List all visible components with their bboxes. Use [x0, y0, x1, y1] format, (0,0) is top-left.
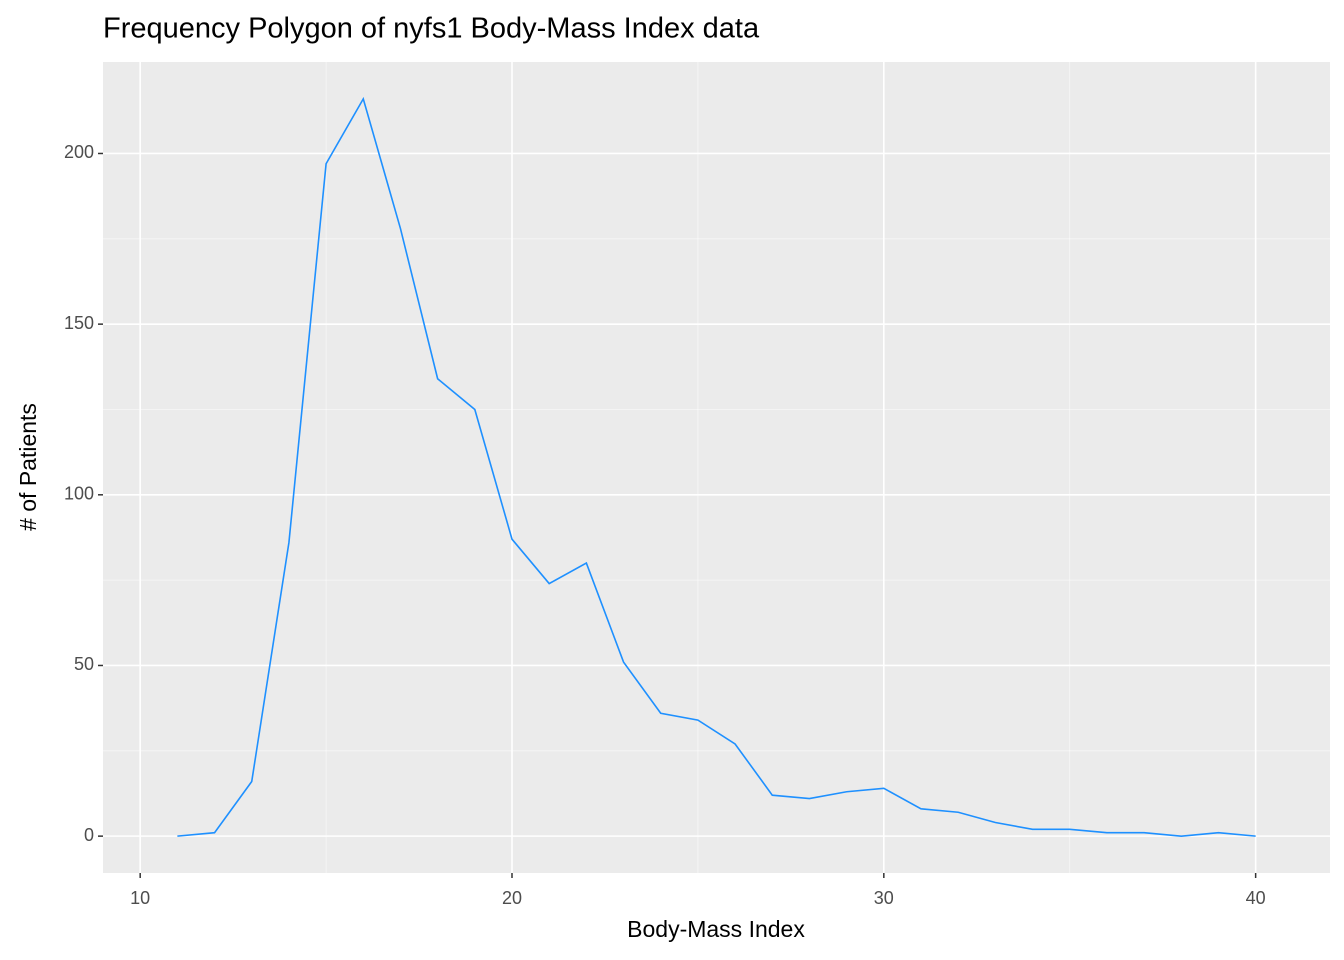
x-tick-label: 30: [874, 888, 894, 908]
panel: [103, 62, 1330, 873]
chart-title: Frequency Polygon of nyfs1 Body-Mass Ind…: [103, 13, 760, 45]
x-tick-label: 10: [130, 888, 150, 908]
y-axis-title: # of Patients: [15, 403, 41, 531]
y-tick-label: 200: [64, 142, 94, 162]
x-tick-label: 20: [502, 888, 522, 908]
frequency-line: [177, 96, 1256, 837]
y-tick-label: 0: [84, 825, 94, 845]
x-tick-label: 40: [1246, 888, 1266, 908]
y-tick-label: 50: [74, 654, 94, 674]
y-tick-label: 150: [64, 313, 94, 333]
x-axis-title: Body-Mass Index: [627, 916, 805, 942]
y-tick-label: 100: [64, 484, 94, 504]
